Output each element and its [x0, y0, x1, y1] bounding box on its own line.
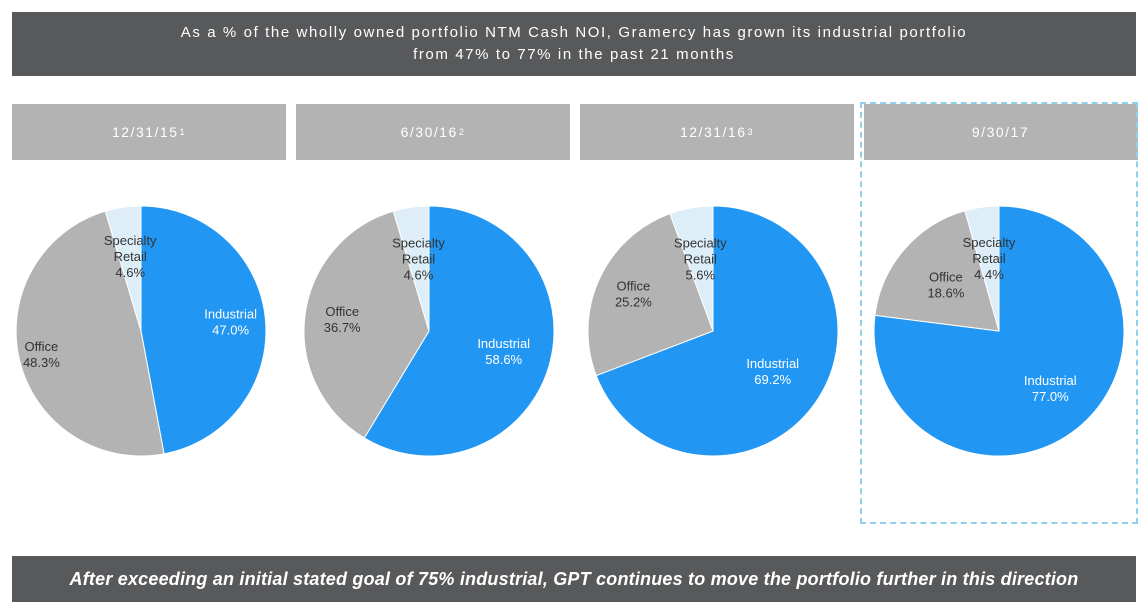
headline-line-2: from 47% to 77% in the past 21 months [413, 46, 735, 63]
headline-line-1: As a % of the wholly owned portfolio NTM… [180, 24, 968, 41]
pie-2-label-office-line-2: 36.7% [324, 320, 361, 335]
highlight-dashed-frame [860, 102, 1138, 524]
pie-2-slice-specialty-retail [392, 205, 430, 332]
pie-chart-2: Industrial 58.6% Office 36.7% Specialty Retai… [303, 205, 555, 457]
pie-3-label-industrial: Industrial 69.2% [746, 356, 799, 387]
pie-4-label-office: Office 18.6% [927, 269, 964, 300]
footer-banner: After exceeding an initial stated goal o… [12, 556, 1136, 602]
period-title-1: 12/31/15 [111, 124, 179, 140]
period-title-3: 12/31/16 [679, 124, 747, 140]
pie-1-label-office-line-2: 48.3% [23, 355, 60, 370]
pie-2-label-industrial-line-2: 58.6% [485, 352, 522, 367]
footer-text: After exceeding an initial stated goal o… [69, 568, 1079, 589]
pie-4-label-specialty-retail-line-2: Retail [972, 251, 1005, 266]
pie-4-slice-office [874, 210, 1000, 332]
period-footnote-2: 2 [458, 127, 466, 137]
pie-1-slice-office [15, 210, 165, 457]
period-title-4: 9/30/17 [971, 124, 1030, 140]
pie-4-label-industrial-line-2: 77.0% [1032, 389, 1069, 404]
period-header-3: 12/31/16 3 [580, 104, 854, 160]
pie-1-label-specialty-retail-line-1: Specialty [104, 233, 157, 248]
pie-1-label-industrial-line-1: Industrial [204, 307, 257, 322]
pie-3-slice-specialty-retail [669, 205, 714, 332]
pie-3-label-office: Office 25.2% [615, 279, 652, 310]
pie-2-label-office-line-1: Office [325, 304, 359, 319]
pie-chart-1: Industrial 47.0% Office 48.3% Specialty Retai… [15, 205, 267, 457]
pie-1-label-office-line-1: Office [25, 339, 59, 354]
pie-3-slice-office [587, 213, 714, 377]
pie-2-label-industrial-line-1: Industrial [477, 336, 530, 351]
pie-4-label-specialty-retail-line-1: Specialty [963, 235, 1016, 250]
pie-4-slice-specialty-retail [964, 205, 1000, 332]
pie-2-label-specialty-retail: Specialty Retail 4.6% [392, 235, 445, 282]
pie-4-label-specialty-retail: Specialty Retail 4.4% [963, 235, 1016, 282]
pie-2-slice-industrial [363, 205, 555, 457]
pie-2-label-specialty-retail-line-2: Retail [402, 251, 435, 266]
pie-2-label-specialty-retail-line-3: 4.6% [404, 267, 434, 282]
pie-2-slice-office [303, 210, 430, 439]
pie-3-label-specialty-retail-line-2: Retail [684, 252, 717, 267]
pie-3-label-industrial-line-2: 69.2% [754, 372, 791, 387]
pie-3-label-specialty-retail-line-3: 5.6% [685, 268, 715, 283]
pie-chart-4: Industrial 77.0%Office 18.6%Specialty Retai… [873, 205, 1125, 457]
period-footnote-1: 1 [179, 127, 186, 137]
period-header-4: 9/30/17 [864, 104, 1138, 160]
headline-banner: As a % of the wholly owned portfolio NTM… [12, 12, 1136, 76]
pie-4-label-industrial-line-1: Industrial [1024, 373, 1077, 388]
pie-1-label-specialty-retail-line-2: Retail [114, 249, 147, 264]
pie-3-label-industrial-line-1: Industrial [746, 356, 799, 371]
pie-1-label-office: Office 48.3% [23, 339, 60, 370]
pie-1-label-industrial: Industrial 47.0% [204, 307, 257, 338]
pie-chart-3: Industrial 69.2% Office 25.2% Specialty Retai… [587, 205, 839, 457]
pie-2-label-office: Office 36.7% [324, 304, 361, 335]
pie-4-label-office-line-2: 18.6% [927, 285, 964, 300]
period-title-2: 6/30/16 [400, 124, 458, 140]
pie-1-label-specialty-retail-line-3: 4.6% [115, 265, 145, 280]
pie-1-label-specialty-retail: Specialty Retail 4.6% [104, 233, 157, 280]
pie-4-label-industrial: Industrial 77.0% [1024, 373, 1077, 404]
pie-3-label-specialty-retail-line-1: Specialty [674, 236, 727, 251]
period-footnote-3: 3 [747, 127, 754, 137]
pie-2-label-specialty-retail-line-1: Specialty [392, 235, 445, 250]
period-header-2: 6/30/16 2 [296, 104, 570, 160]
pie-4-label-specialty-retail-line-3: 4.4% [974, 267, 1004, 282]
pie-4-label-office-line-1: Office [929, 269, 963, 284]
pie-3-label-office-line-2: 25.2% [615, 295, 652, 310]
pie-1-slice-specialty-retail [104, 205, 142, 332]
pie-3-label-office-line-1: Office [617, 279, 651, 294]
pie-1-label-industrial-line-2: 47.0% [212, 323, 249, 338]
pie-3-slice-industrial [595, 205, 839, 457]
period-header-1: 12/31/15 1 [12, 104, 286, 160]
pie-2-label-industrial: Industrial 58.6% [477, 336, 530, 367]
pie-3-label-specialty-retail: Specialty Retail 5.6% [674, 236, 727, 283]
pie-1-slice-industrial [140, 205, 267, 455]
